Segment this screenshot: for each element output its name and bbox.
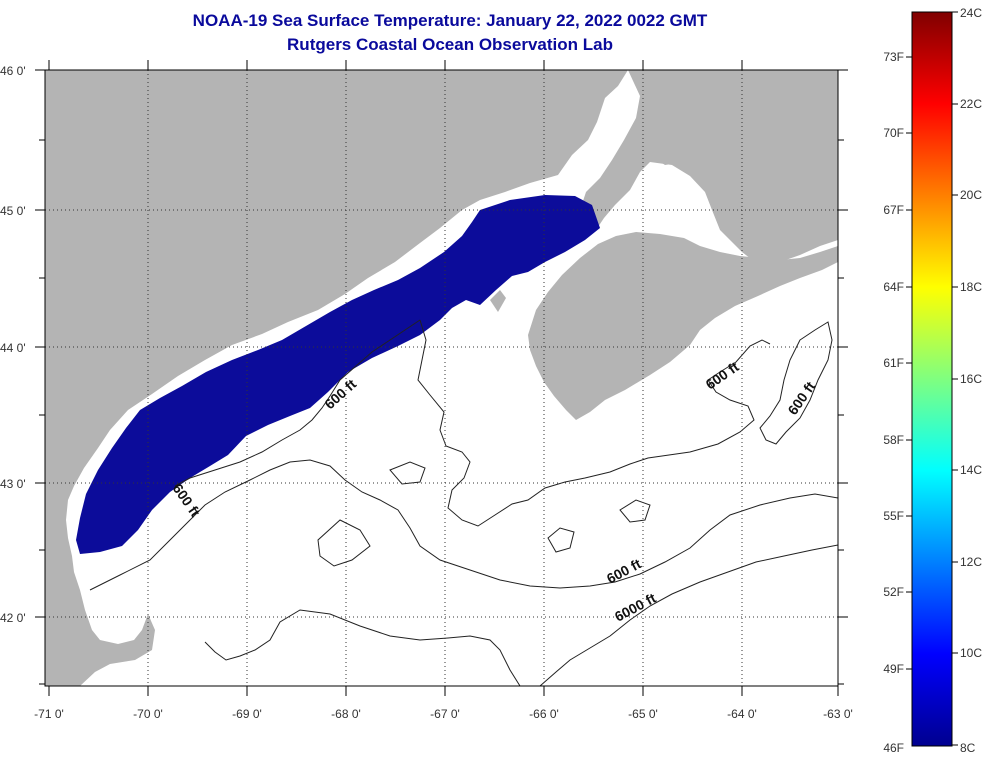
colorbar-ticks	[906, 11, 958, 746]
map-subtitle: Rutgers Coastal Ocean Observation Lab	[287, 35, 613, 54]
colorbar-f-label: 61F	[883, 356, 904, 370]
colorbar-f-label: 70F	[883, 126, 904, 140]
bathymetry-contours	[89, 319, 838, 686]
land-new-brunswick	[580, 70, 838, 270]
sst-coverage	[76, 195, 600, 554]
land-new-england	[45, 70, 628, 686]
lon-label: -63 0'	[823, 707, 853, 721]
lon-label: -67 0'	[430, 707, 460, 721]
colorbar-f-label: 67F	[883, 203, 904, 217]
lat-label: 42 0'	[0, 611, 26, 625]
colorbar-c-label: 22C	[960, 97, 982, 111]
colorbar-f-label: 73F	[883, 50, 904, 64]
colorbar-c-label: 12C	[960, 555, 982, 569]
colorbar	[911, 11, 953, 747]
land-nova-scotia	[528, 232, 838, 420]
colorbar-c-label: 18C	[960, 280, 982, 294]
colorbar-f-label: 55F	[883, 509, 904, 523]
lon-label: -69 0'	[232, 707, 262, 721]
colorbar-f-label: 58F	[883, 433, 904, 447]
lon-label: -64 0'	[727, 707, 757, 721]
land-pei	[650, 140, 718, 168]
colorbar-c-label: 16C	[960, 372, 982, 386]
colorbar-c-label: 20C	[960, 188, 982, 202]
map-title: NOAA-19 Sea Surface Temperature: January…	[192, 11, 708, 30]
colorbar-f-label: 46F	[883, 741, 904, 755]
lon-label: -66 0'	[529, 707, 559, 721]
colorbar-f-label: 52F	[883, 585, 904, 599]
lon-label: -71 0'	[34, 707, 64, 721]
land-grand-manan	[490, 290, 506, 312]
lat-label: 45 0'	[0, 204, 26, 218]
colorbar-c-label: 14C	[960, 463, 982, 477]
lon-label: -70 0'	[133, 707, 163, 721]
lon-label: -65 0'	[628, 707, 658, 721]
lat-lon-grid	[45, 70, 838, 686]
lon-label: -68 0'	[331, 707, 361, 721]
axis-ticks	[35, 60, 848, 696]
colorbar-c-label: 10C	[960, 646, 982, 660]
lat-label: 44 0'	[0, 341, 26, 355]
colorbar-f-label: 64F	[883, 280, 904, 294]
colorbar-f-label: 49F	[883, 662, 904, 676]
colorbar-c-label: 8C	[960, 741, 976, 755]
lat-label: 43 0'	[0, 477, 26, 491]
colorbar-c-label: 24C	[960, 6, 982, 20]
lat-label: 46 0'	[0, 64, 26, 78]
